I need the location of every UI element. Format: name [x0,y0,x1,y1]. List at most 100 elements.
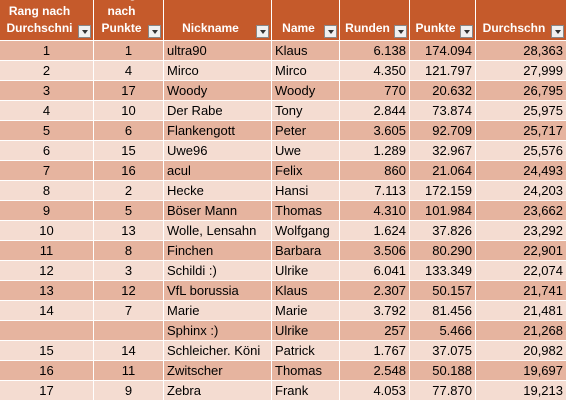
table-cell: 12 [0,261,94,281]
table-cell: 80.290 [410,241,476,261]
table-cell: 770 [340,81,410,101]
table-cell: 15 [94,141,164,161]
table-cell: 81.456 [410,301,476,321]
filter-button[interactable] [148,25,161,38]
table-cell: Zebra [164,381,272,401]
table-cell: 22,901 [476,241,567,261]
table-cell: 19,213 [476,381,567,401]
filter-button[interactable] [324,25,337,38]
table-cell: Mirco [164,61,272,81]
table-cell: 20.632 [410,81,476,101]
table-cell: Felix [272,161,340,181]
header-cell: Durchschn [476,0,567,41]
table-cell: Klaus [272,281,340,301]
table-cell: 121.797 [410,61,476,81]
table-cell: 5 [94,201,164,221]
table-cell: 1 [0,41,94,61]
table-cell: 3.792 [340,301,410,321]
table-cell: 1 [94,41,164,61]
table-cell: Barbara [272,241,340,261]
table-cell: 23,662 [476,201,567,221]
table-cell: 2.307 [340,281,410,301]
table-cell: Wolfgang [272,221,340,241]
table-cell: VfL borussia [164,281,272,301]
table-cell: 7.113 [340,181,410,201]
table-cell: Schildi :) [164,261,272,281]
table-cell: 73.874 [410,101,476,121]
filter-button[interactable] [551,25,564,38]
table-cell: 50.157 [410,281,476,301]
filter-button[interactable] [256,25,269,38]
table-cell: 1.624 [340,221,410,241]
table-cell: Finchen [164,241,272,261]
table-cell: Uwe96 [164,141,272,161]
table-cell: 5 [0,121,94,141]
table-cell: Der Rabe [164,101,272,121]
table-cell: 257 [340,321,410,341]
table-cell: 22,074 [476,261,567,281]
table-cell: Marie [272,301,340,321]
table-cell: 3.605 [340,121,410,141]
table-cell: 172.159 [410,181,476,201]
table-cell: 9 [0,201,94,221]
table-cell: Zwitscher [164,361,272,381]
table-cell: 10 [94,101,164,121]
table-cell: Schleicher. Köni [164,341,272,361]
table-cell: ultra90 [164,41,272,61]
table-cell: 101.984 [410,201,476,221]
table-cell: Uwe [272,141,340,161]
table-cell: Wolle, Lensahn [164,221,272,241]
filter-button[interactable] [78,25,91,38]
table-cell: 9 [94,381,164,401]
table-cell: Ulrike [272,261,340,281]
table-cell: 7 [94,301,164,321]
table-cell: Thomas [272,201,340,221]
table-cell: 16 [94,161,164,181]
table-cell: 21.064 [410,161,476,181]
table-cell: 13 [0,281,94,301]
table-cell: 21,481 [476,301,567,321]
table-cell: 17 [0,381,94,401]
table-cell: 1.767 [340,341,410,361]
table-cell: 6.041 [340,261,410,281]
table-cell: 77.870 [410,381,476,401]
header-cell: Rang nach Durchschni [0,0,94,41]
table-cell: Patrick [272,341,340,361]
table-cell: Frank [272,381,340,401]
table-cell: 14 [0,301,94,321]
table-cell: Tony [272,101,340,121]
table-cell: 16 [0,361,94,381]
header-cell: Nickname [164,0,272,41]
table-cell: 2.548 [340,361,410,381]
table-cell [0,321,94,341]
table-cell: 11 [0,241,94,261]
table-cell: Flankengott [164,121,272,141]
table-cell: 15 [0,341,94,361]
table-cell: 25,975 [476,101,567,121]
table-cell: 5.466 [410,321,476,341]
table-cell: Ulrike [272,321,340,341]
table-cell: Woody [164,81,272,101]
table-cell: Woody [272,81,340,101]
table-cell: 4.310 [340,201,410,221]
table-cell: 6 [94,121,164,141]
table-cell: 23,292 [476,221,567,241]
table-cell: 10 [0,221,94,241]
filter-button[interactable] [394,25,407,38]
table-cell: 4.350 [340,61,410,81]
table-cell: Klaus [272,41,340,61]
table-cell: 37.075 [410,341,476,361]
table-cell: 4.053 [340,381,410,401]
table-cell: 133.349 [410,261,476,281]
table-cell: Böser Mann [164,201,272,221]
table-cell: 7 [0,161,94,181]
table-cell: 25,717 [476,121,567,141]
table-cell: 3 [94,261,164,281]
table-cell: 25,576 [476,141,567,161]
table-cell: 20,982 [476,341,567,361]
table-cell: Mirco [272,61,340,81]
filter-button[interactable] [460,25,473,38]
table-cell [94,321,164,341]
table-cell: 4 [94,61,164,81]
